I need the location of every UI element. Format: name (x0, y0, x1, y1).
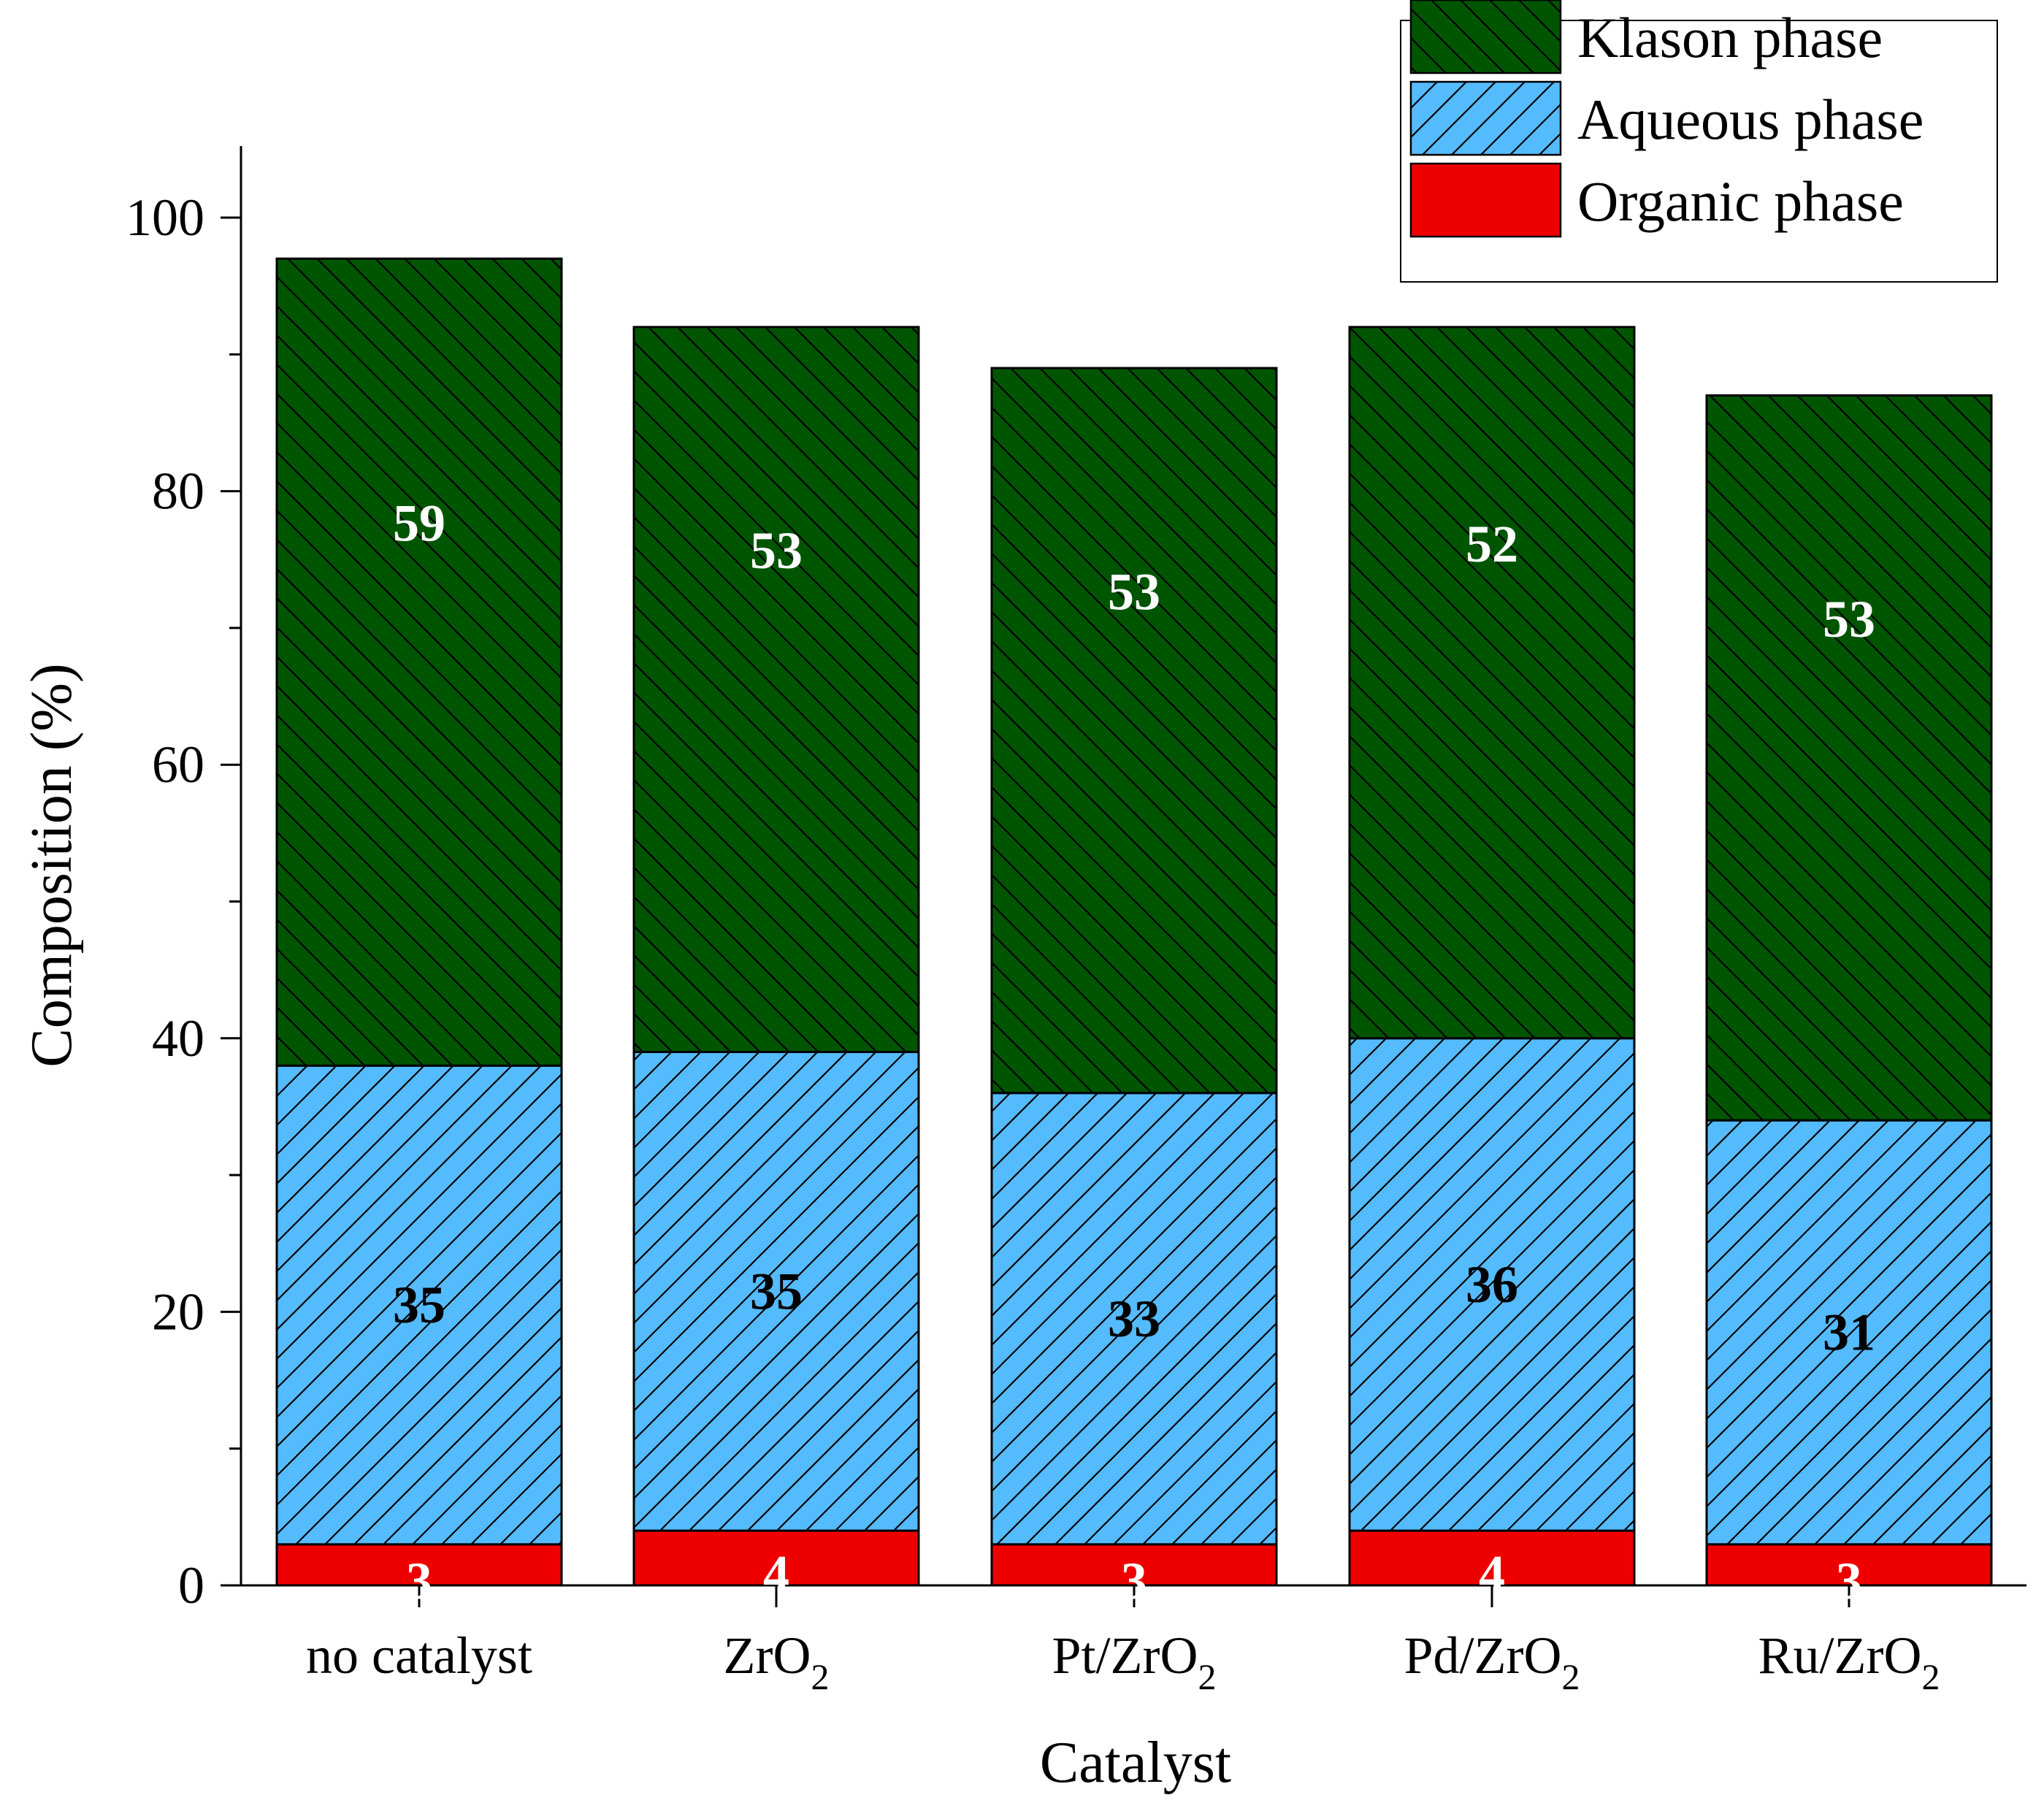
bar-outline (275, 257, 563, 1067)
legend-swatch-outline (1409, 162, 1562, 238)
value-label-aqueous-phase: 31 (1823, 1303, 1875, 1361)
value-label-organic-phase: 3 (406, 1552, 432, 1610)
value-label-organic-phase: 4 (1479, 1545, 1505, 1604)
value-label-aqueous-phase: 33 (1108, 1290, 1160, 1348)
value-label-klason-phase: 59 (393, 494, 445, 553)
bar-fill (277, 1544, 562, 1585)
bar-hatch (1707, 1120, 1991, 1544)
bar-hatch (634, 326, 919, 1052)
y-tick-label: 60 (152, 735, 204, 794)
bar-hatch (992, 368, 1276, 1093)
legend-swatch-outline (1409, 0, 1562, 74)
bar-hatch (1350, 1038, 1634, 1531)
x-tick-label: ZrO2 (724, 1626, 830, 1697)
bar-outline (990, 367, 1278, 1095)
legend-label: Klason phase (1577, 6, 1883, 69)
bar-hatch (1707, 395, 1991, 1121)
value-label-organic-phase: 4 (763, 1545, 789, 1604)
bar-organic-phase (275, 1543, 563, 1587)
legend-swatch-outline (1409, 80, 1562, 156)
y-axis-title: Composition (%) (20, 663, 84, 1067)
y-tick-label: 80 (152, 462, 204, 521)
legend-item-klason-phase: Klason phase (1409, 0, 1883, 74)
x-tick-label: Pd/ZrO2 (1404, 1626, 1580, 1697)
y-tick-label: 0 (178, 1556, 204, 1615)
value-label-klason-phase: 53 (750, 521, 803, 580)
legend-swatch-hatch (1411, 82, 1561, 155)
x-axis-title: Catalyst (1040, 1731, 1231, 1795)
legend-label: Aqueous phase (1577, 88, 1924, 151)
bar-aqueous-phase (990, 1092, 1278, 1546)
value-label-organic-phase: 3 (1836, 1552, 1862, 1610)
value-label-organic-phase: 3 (1121, 1552, 1147, 1610)
bar-klason-phase (1348, 326, 1636, 1040)
bar-hatch (277, 1065, 562, 1544)
bar-fill (1707, 1544, 1991, 1585)
axes: 0 20 40 60 80 100 no catalyst ZrO2 Pt/ZrO2 Pd/ZrO… (126, 146, 2026, 1697)
x-tick-label: Ru/ZrO2 (1758, 1626, 1940, 1697)
bar-fill (634, 1531, 919, 1585)
bar-klason-phase (990, 367, 1278, 1095)
value-label-aqueous-phase: 36 (1466, 1255, 1518, 1314)
bar-aqueous-phase (1348, 1037, 1636, 1532)
bar-hatch (992, 1092, 1276, 1544)
value-label-klason-phase: 53 (1823, 590, 1875, 648)
bar-klason-phase (275, 257, 563, 1067)
bar-klason-phase (632, 326, 920, 1054)
bar-outline (632, 326, 920, 1054)
y-tick-label: 40 (152, 1009, 204, 1068)
y-tick-label: 20 (152, 1282, 204, 1341)
y-tick-label: 100 (126, 188, 204, 247)
bar-aqueous-phase (1705, 1119, 1993, 1546)
bar-hatch (277, 259, 562, 1066)
bars (275, 257, 1993, 1587)
legend-swatch-hatch (1411, 0, 1561, 73)
bar-outline (1705, 394, 1993, 1122)
x-tick-label: Pt/ZrO2 (1052, 1626, 1216, 1697)
bar-hatch (1350, 326, 1634, 1038)
value-label-aqueous-phase: 35 (393, 1276, 445, 1334)
value-label-klason-phase: 52 (1466, 515, 1518, 573)
bar-klason-phase (1705, 394, 1993, 1122)
bar-fill (1350, 1531, 1634, 1585)
legend-label: Organic phase (1577, 169, 1904, 233)
bar-outline (1348, 326, 1636, 1040)
x-tick-label: no catalyst (306, 1626, 532, 1685)
value-label-klason-phase: 53 (1108, 562, 1160, 621)
legend-item-organic-phase: Organic phase (1409, 162, 1904, 238)
bar-aqueous-phase (632, 1051, 920, 1532)
legend-item-aqueous-phase: Aqueous phase (1409, 80, 1924, 156)
legend-swatch (1411, 164, 1561, 237)
legend: Klason phase Aqueous phase Organic phase (1400, 0, 1998, 283)
bar-organic-phase (990, 1543, 1278, 1587)
value-label-aqueous-phase: 35 (750, 1262, 803, 1320)
bar-fill (992, 1544, 1276, 1585)
bar-hatch (634, 1052, 919, 1531)
